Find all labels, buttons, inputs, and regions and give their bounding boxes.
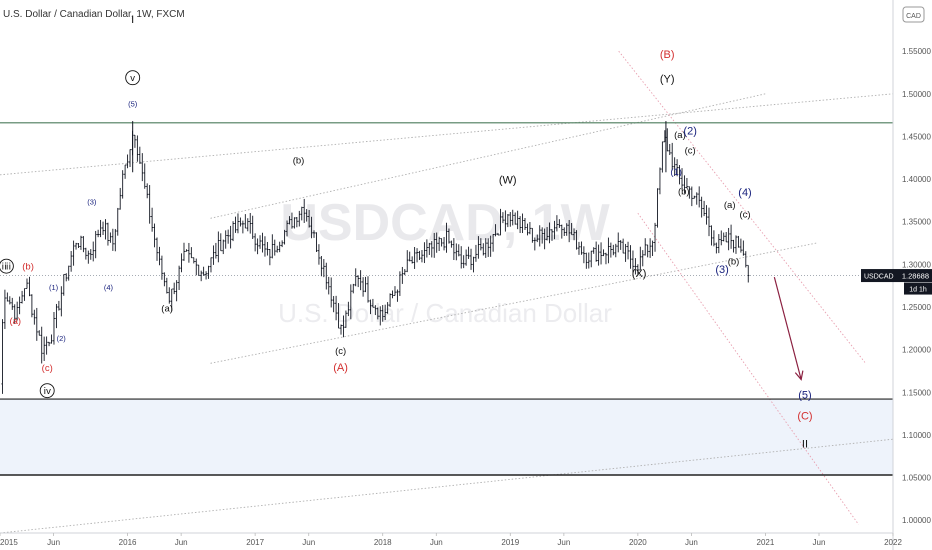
x-tick-label: 2018 xyxy=(374,538,392,547)
wave-label-10: v xyxy=(130,73,135,84)
wave-label-32: II xyxy=(802,439,808,451)
wave-label-17: (B) xyxy=(660,49,675,61)
wave-label-circle-4 xyxy=(39,383,55,399)
wave-label-circle-10 xyxy=(125,70,141,86)
projection-layer xyxy=(773,277,804,381)
chart-title: U.S. Dollar / Canadian Dollar, 1W, FXCM xyxy=(3,9,185,20)
watermark-description: U.S. Dollar / Canadian Dollar xyxy=(278,298,612,328)
wave-label-15: (W) xyxy=(499,174,517,186)
x-tick-label: Jun xyxy=(47,538,60,547)
wave-label-7: (3) xyxy=(87,198,97,207)
x-tick-label: 2020 xyxy=(629,538,647,547)
price-tag-countdown: 1d 1h xyxy=(909,287,927,294)
wave-label-24: (a) xyxy=(724,200,736,211)
wave-label-27: (b) xyxy=(728,256,740,267)
wave-label-16: (X) xyxy=(632,268,647,280)
countdown-background xyxy=(904,282,932,295)
x-tick-label: Jun xyxy=(685,538,698,547)
y-tick-label: 1.10000 xyxy=(902,431,931,440)
level-layer xyxy=(0,122,893,476)
y-tick-label: 1.45000 xyxy=(902,132,931,141)
trendline-3 xyxy=(0,438,894,534)
y-tick-label: 1.20000 xyxy=(902,346,931,355)
y-axis[interactable]: 1.55000 1.50000 1.45000 1.40000 1.35000 1.300… xyxy=(902,47,931,525)
x-tick-label: Jun xyxy=(175,538,188,547)
wave-label-5: (1) xyxy=(49,283,59,292)
wave-label-1: (a) xyxy=(9,316,21,327)
wave-label-31: I xyxy=(131,14,134,26)
x-tick-label: Jun xyxy=(302,538,315,547)
wave-label-20: (a) xyxy=(674,130,686,141)
y-tick-label: 1.05000 xyxy=(902,474,931,483)
y-tick-label: 1.00000 xyxy=(902,516,931,525)
price-tag-price: 1.28688 xyxy=(902,272,929,281)
x-tick-label: 2022 xyxy=(884,538,902,547)
x-tick-label: 2019 xyxy=(501,538,519,547)
projection-arrow-line xyxy=(773,277,802,380)
x-tick-label: 2017 xyxy=(246,538,264,547)
wave-label-4: ⅰv xyxy=(44,386,52,397)
currency-badge-frame xyxy=(902,6,925,23)
y-tick-label: 1.55000 xyxy=(902,47,931,56)
support-zone-layer xyxy=(0,399,893,476)
price-tag[interactable]: USDCAD 1.28688 1d 1h xyxy=(861,269,932,295)
x-tick-label: Jun xyxy=(557,538,570,547)
y-tick-label: 1.50000 xyxy=(902,90,931,99)
y-tick-label: 1.40000 xyxy=(902,175,931,184)
wave-label-29: (5) xyxy=(798,389,811,401)
trendline-5 xyxy=(637,212,859,525)
x-axis[interactable]: 2015 Jun 2016 Jun 2017 Jun 2018 Jun 2019 Jun 2020 J… xyxy=(0,533,902,547)
wave-labels: ⅰⅱⅰ(a)(b)(c)ⅰv(1)(2)(3)(4)(5)v(a)(b)(c)(… xyxy=(0,14,813,451)
candles xyxy=(1,121,750,394)
wave-label-0: ⅰⅱⅰ xyxy=(2,261,12,272)
wave-label-6: (2) xyxy=(57,334,67,343)
wave-label-12: (b) xyxy=(293,156,305,167)
price-tag-background xyxy=(861,269,932,283)
support-zone xyxy=(0,399,893,476)
wave-label-21: (2) xyxy=(683,126,696,138)
wave-label-2: (b) xyxy=(22,261,34,272)
wave-label-18: (Y) xyxy=(660,74,675,86)
wave-label-3: (c) xyxy=(42,363,53,374)
trendline-layer xyxy=(0,50,894,534)
y-tick-label: 1.15000 xyxy=(902,388,931,397)
wave-label-26: (c) xyxy=(739,209,750,220)
trendline-2 xyxy=(210,242,817,364)
wave-label-13: (c) xyxy=(335,346,346,357)
x-tick-label: Jun xyxy=(813,538,826,547)
x-tick-label: 2015 xyxy=(0,538,18,547)
wave-label-8: (4) xyxy=(104,283,114,292)
wave-label-19: (1) xyxy=(670,167,682,178)
y-tick-label: 1.30000 xyxy=(902,260,931,269)
trendline-0 xyxy=(0,93,894,176)
x-tick-label: Jun xyxy=(430,538,443,547)
trendline-1 xyxy=(210,93,766,219)
wave-label-28: (3) xyxy=(715,264,728,276)
currency-badge[interactable]: CAD xyxy=(902,6,925,23)
projection-arrow-head xyxy=(794,370,804,381)
currency-badge-label: CAD xyxy=(906,13,921,20)
y-tick-label: 1.25000 xyxy=(902,303,931,312)
watermark-symbol: USDCAD, 1W xyxy=(280,194,610,252)
wave-label-30: (C) xyxy=(797,411,812,423)
wave-label-circle-0 xyxy=(0,258,14,274)
y-tick-label: 1.35000 xyxy=(902,218,931,227)
wave-label-11: (a) xyxy=(161,303,173,314)
wave-label-23: (b) xyxy=(678,186,690,197)
wave-label-9: (5) xyxy=(128,100,138,109)
x-tick-label: 2016 xyxy=(119,538,137,547)
wave-label-22: (c) xyxy=(685,146,696,157)
x-tick-label: 2021 xyxy=(757,538,775,547)
wave-label-14: (A) xyxy=(333,362,348,374)
wave-label-25: (4) xyxy=(738,187,751,199)
price-tag-symbol: USDCAD xyxy=(864,274,894,281)
